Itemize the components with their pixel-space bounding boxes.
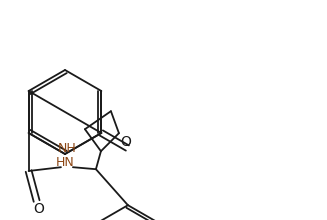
Text: O: O — [120, 135, 131, 149]
Text: NH: NH — [58, 143, 77, 156]
Text: O: O — [33, 202, 44, 216]
Text: HN: HN — [56, 156, 74, 169]
